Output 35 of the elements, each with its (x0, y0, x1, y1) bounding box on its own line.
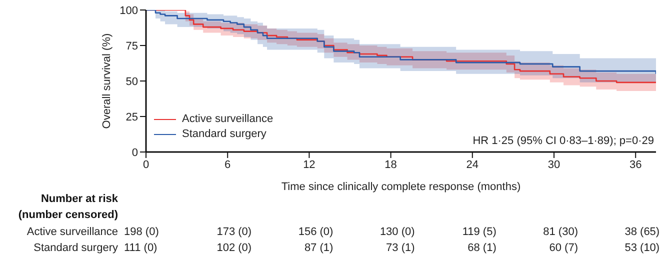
text: Standard surgery (34, 242, 118, 254)
x-axis-title: Time since clinically complete response (months) (281, 181, 521, 193)
text: 102 (0) (216, 242, 252, 254)
x-tick-label: 18 (384, 158, 397, 171)
x-tick-label: 6 (224, 158, 231, 171)
y-axis-title: Overall survival (%) (100, 33, 113, 129)
y-tick-label: 75 (126, 40, 138, 52)
text: 198 (0) (124, 226, 160, 238)
text: (number censored) (18, 209, 118, 221)
text: 173 (0) (216, 226, 252, 238)
y-tick-label: 50 (126, 76, 138, 88)
x-tick-label: 24 (466, 158, 479, 171)
legend-label: Active surveillance (182, 112, 274, 128)
legend-label: Standard surgery (182, 127, 266, 142)
text: 87 (1) (303, 242, 334, 254)
text: 156 (0) (297, 226, 334, 238)
x-tick-label: 0 (142, 158, 150, 171)
x-tick-label: 12 (303, 158, 316, 171)
text: 60 (7) (548, 242, 578, 254)
annotation: HR 1·25 (95% CI 0·83–1·89); p=0·29 (472, 134, 654, 147)
text: 53 (10) (624, 242, 660, 254)
text: 68 (1) (466, 242, 496, 254)
x-tick-label: 30 (548, 158, 560, 171)
text: Active surveillance (26, 226, 118, 238)
text: 130 (0) (378, 226, 415, 238)
x-tick-label: 36 (629, 158, 642, 171)
text: 81 (30) (542, 226, 578, 238)
text: 111 (0) (124, 242, 158, 254)
y-tick-label: 100 (120, 4, 138, 17)
y-tick-label: 25 (126, 111, 138, 124)
text: 73 (1) (385, 242, 415, 254)
text: Number at risk (40, 193, 118, 205)
text: 38 (65) (624, 226, 660, 238)
y-tick-label: 0 (132, 146, 138, 159)
text: 119 (5) (461, 226, 496, 238)
